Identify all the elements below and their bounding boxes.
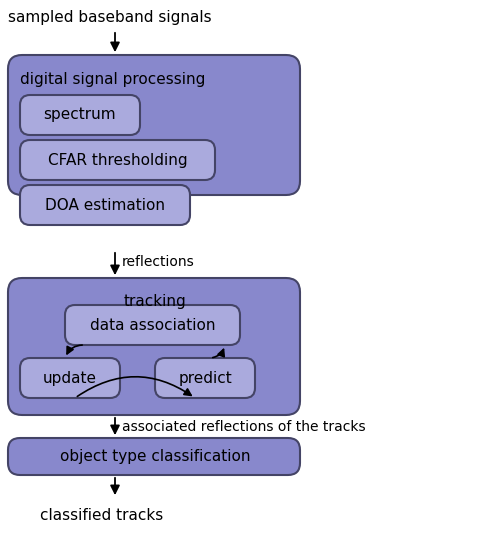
FancyBboxPatch shape: [155, 358, 255, 398]
FancyBboxPatch shape: [20, 95, 140, 135]
FancyBboxPatch shape: [20, 185, 190, 225]
Text: data association: data association: [90, 317, 215, 332]
Text: digital signal processing: digital signal processing: [20, 72, 205, 87]
Text: CFAR thresholding: CFAR thresholding: [48, 152, 187, 167]
FancyBboxPatch shape: [20, 358, 120, 398]
FancyBboxPatch shape: [8, 55, 300, 195]
Text: update: update: [43, 371, 97, 386]
Text: spectrum: spectrum: [44, 108, 116, 123]
FancyBboxPatch shape: [8, 438, 300, 475]
Text: DOA estimation: DOA estimation: [45, 197, 165, 213]
Text: reflections: reflections: [122, 255, 195, 269]
Text: predict: predict: [178, 371, 232, 386]
Text: classified tracks: classified tracks: [40, 508, 163, 523]
Text: object type classification: object type classification: [60, 449, 250, 464]
FancyBboxPatch shape: [8, 278, 300, 415]
FancyBboxPatch shape: [20, 140, 215, 180]
Text: associated reflections of the tracks: associated reflections of the tracks: [122, 420, 365, 434]
Text: tracking: tracking: [123, 294, 186, 309]
FancyBboxPatch shape: [65, 305, 240, 345]
Text: sampled baseband signals: sampled baseband signals: [8, 10, 212, 25]
